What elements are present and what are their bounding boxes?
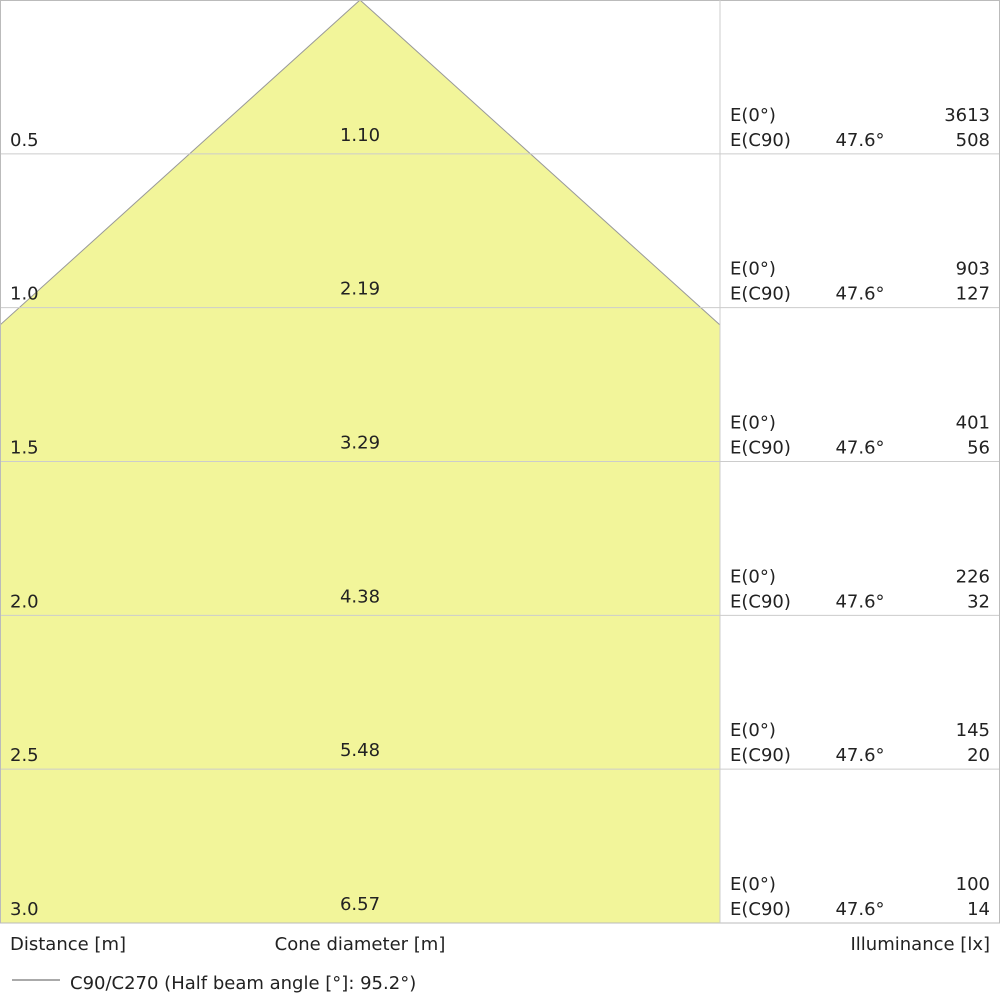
- distance: 0.5: [10, 130, 39, 151]
- angle: 47.6°: [835, 438, 884, 459]
- diameter-axis-label: Cone diameter [m]: [275, 934, 446, 955]
- angle: 47.6°: [835, 284, 884, 305]
- row-labels: 0.5 1.10 E(0°) 3613 E(C90) 47.6° 508 1.0 2.19 E(0…: [10, 105, 990, 920]
- distance: 1.0: [10, 284, 39, 305]
- c90-value: 14: [967, 899, 990, 920]
- c90-label: E(C90): [730, 130, 791, 151]
- e0-label: E(0°): [730, 259, 776, 280]
- c90-value: 20: [967, 745, 990, 766]
- distance: 3.0: [10, 899, 39, 920]
- e0-label: E(0°): [730, 105, 776, 126]
- c90-label: E(C90): [730, 284, 791, 305]
- e0-label: E(0°): [730, 566, 776, 587]
- c90-label: E(C90): [730, 899, 791, 920]
- c90-value: 32: [967, 591, 990, 612]
- distance-axis-label: Distance [m]: [10, 934, 126, 955]
- c90-label: E(C90): [730, 591, 791, 612]
- cone-diameter: 2.19: [340, 279, 380, 300]
- angle: 47.6°: [835, 745, 884, 766]
- e0-value: 401: [956, 413, 990, 434]
- cone-diameter: 4.38: [340, 586, 380, 607]
- cone-diameter: 3.29: [340, 433, 380, 454]
- e0-value: 3613: [944, 105, 990, 126]
- cone-diameter: 1.10: [340, 125, 380, 146]
- e0-label: E(0°): [730, 720, 776, 741]
- angle: 47.6°: [835, 591, 884, 612]
- distance: 2.0: [10, 591, 39, 612]
- distance: 2.5: [10, 745, 39, 766]
- angle: 47.6°: [835, 130, 884, 151]
- e0-value: 226: [956, 566, 990, 587]
- c90-label: E(C90): [730, 438, 791, 459]
- c90-value: 127: [956, 284, 990, 305]
- cone-diameter: 6.57: [340, 894, 380, 915]
- illuminance-axis-label: Illuminance [lx]: [851, 934, 991, 955]
- e0-value: 145: [956, 720, 990, 741]
- cone-diameter: 5.48: [340, 740, 380, 761]
- c90-label: E(C90): [730, 745, 791, 766]
- angle: 47.6°: [835, 899, 884, 920]
- distance: 1.5: [10, 438, 39, 459]
- e0-label: E(0°): [730, 874, 776, 895]
- c90-value: 56: [967, 438, 990, 459]
- e0-label: E(0°): [730, 413, 776, 434]
- grid: [0, 153, 1000, 770]
- e0-value: 903: [956, 259, 990, 280]
- c90-value: 508: [956, 130, 990, 151]
- e0-value: 100: [956, 874, 990, 895]
- legend-label: C90/C270 (Half beam angle [°]: 95.2°): [70, 973, 416, 994]
